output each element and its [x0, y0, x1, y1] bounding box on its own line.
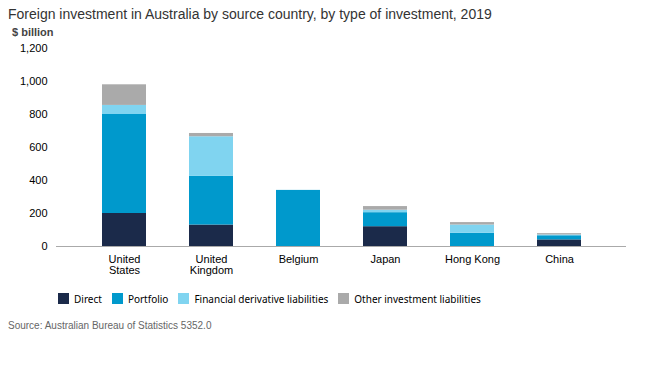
svg-text:Hong Kong: Hong Kong [445, 253, 500, 265]
html-text:Financial derivative liabiliti: Financial derivative liabilities [194, 291, 329, 306]
svg-text:600: 600 [29, 141, 47, 153]
html-text:$ billion: $ billion [12, 26, 54, 38]
svg-text:Belgium: Belgium [279, 253, 319, 265]
svg-text:200: 200 [29, 207, 47, 219]
svg-text:1,000: 1,000 [20, 75, 48, 87]
svg-text:China: China [545, 253, 575, 265]
svg-text:400: 400 [29, 174, 47, 186]
svg-text:1,200: 1,200 [20, 42, 48, 54]
html-text:Direct: Direct [74, 291, 102, 306]
svg-text:0: 0 [41, 240, 47, 252]
svg-text:UnitedStates: UnitedStates [109, 253, 141, 276]
html-text:Other investment liabilities: Other investment liabilities [354, 291, 481, 306]
svg-text:Japan: Japan [371, 253, 401, 265]
html-text:Foreign investment in Australi: Foreign investment in Australia by sourc… [8, 6, 492, 22]
html-text:Portfolio: Portfolio [127, 291, 169, 306]
html-text:Source: Australian Bureau of S: Source: Australian Bureau of Statistics … [8, 320, 212, 331]
svg-text:800: 800 [29, 108, 47, 120]
svg-text:UnitedKingdom: UnitedKingdom [190, 253, 233, 276]
